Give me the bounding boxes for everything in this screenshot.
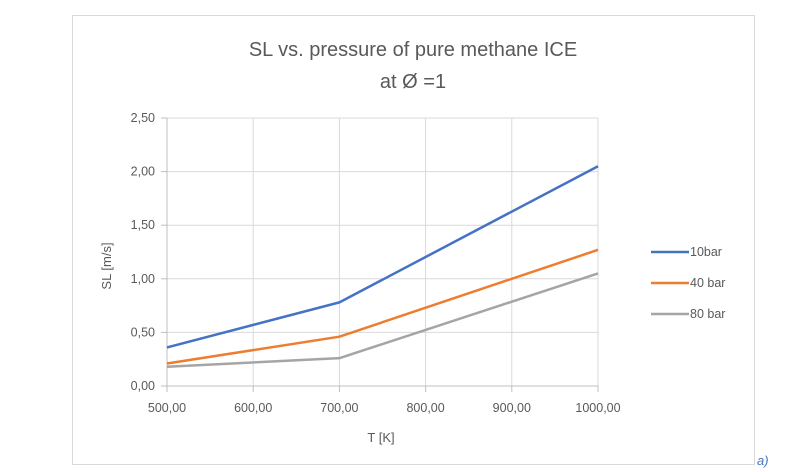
chart-title-line-1: SL vs. pressure of pure methane ICE	[249, 39, 577, 61]
y-tick-label: 2,50	[131, 111, 155, 125]
legend: 10bar 40 bar 80 bar	[651, 245, 725, 321]
series-lines	[166, 165, 599, 368]
legend-label: 10bar	[690, 245, 722, 259]
tick-labels: 0,00 0,50 1,00 1,50 2,00 2,50 500,00 600,00 700,…	[131, 111, 621, 415]
line-chart: 0,00 0,50 1,00 1,50 2,00 2,50 500,00 600,00 700,…	[99, 39, 725, 445]
legend-label: 40 bar	[690, 276, 725, 290]
x-tick-label: 700,00	[320, 401, 358, 415]
x-tick-label: 1000,00	[575, 401, 620, 415]
y-tick-label: 1,50	[131, 218, 155, 232]
x-axis-label: T [K]	[367, 430, 394, 445]
chart-frame: 0,00 0,50 1,00 1,50 2,00 2,50 500,00 600,00 700,…	[72, 15, 755, 465]
legend-label: 80 bar	[690, 307, 725, 321]
y-tick-label: 1,00	[131, 272, 155, 286]
series-line	[166, 272, 599, 368]
figure-panel-label: a)	[757, 453, 769, 468]
y-tick-label: 0,50	[131, 325, 155, 339]
series-line	[166, 165, 599, 349]
chart-title-line-2: at Ø =1	[380, 71, 446, 93]
x-tick-label: 900,00	[493, 401, 531, 415]
x-tick-label: 800,00	[406, 401, 444, 415]
axes	[161, 117, 599, 392]
series-line	[166, 248, 599, 365]
y-tick-label: 0,00	[131, 379, 155, 393]
x-tick-label: 600,00	[234, 401, 272, 415]
grid-lines	[167, 117, 599, 386]
y-axis-label: SL [m/s]	[99, 242, 114, 289]
x-tick-label: 500,00	[148, 401, 186, 415]
y-tick-label: 2,00	[131, 165, 155, 179]
